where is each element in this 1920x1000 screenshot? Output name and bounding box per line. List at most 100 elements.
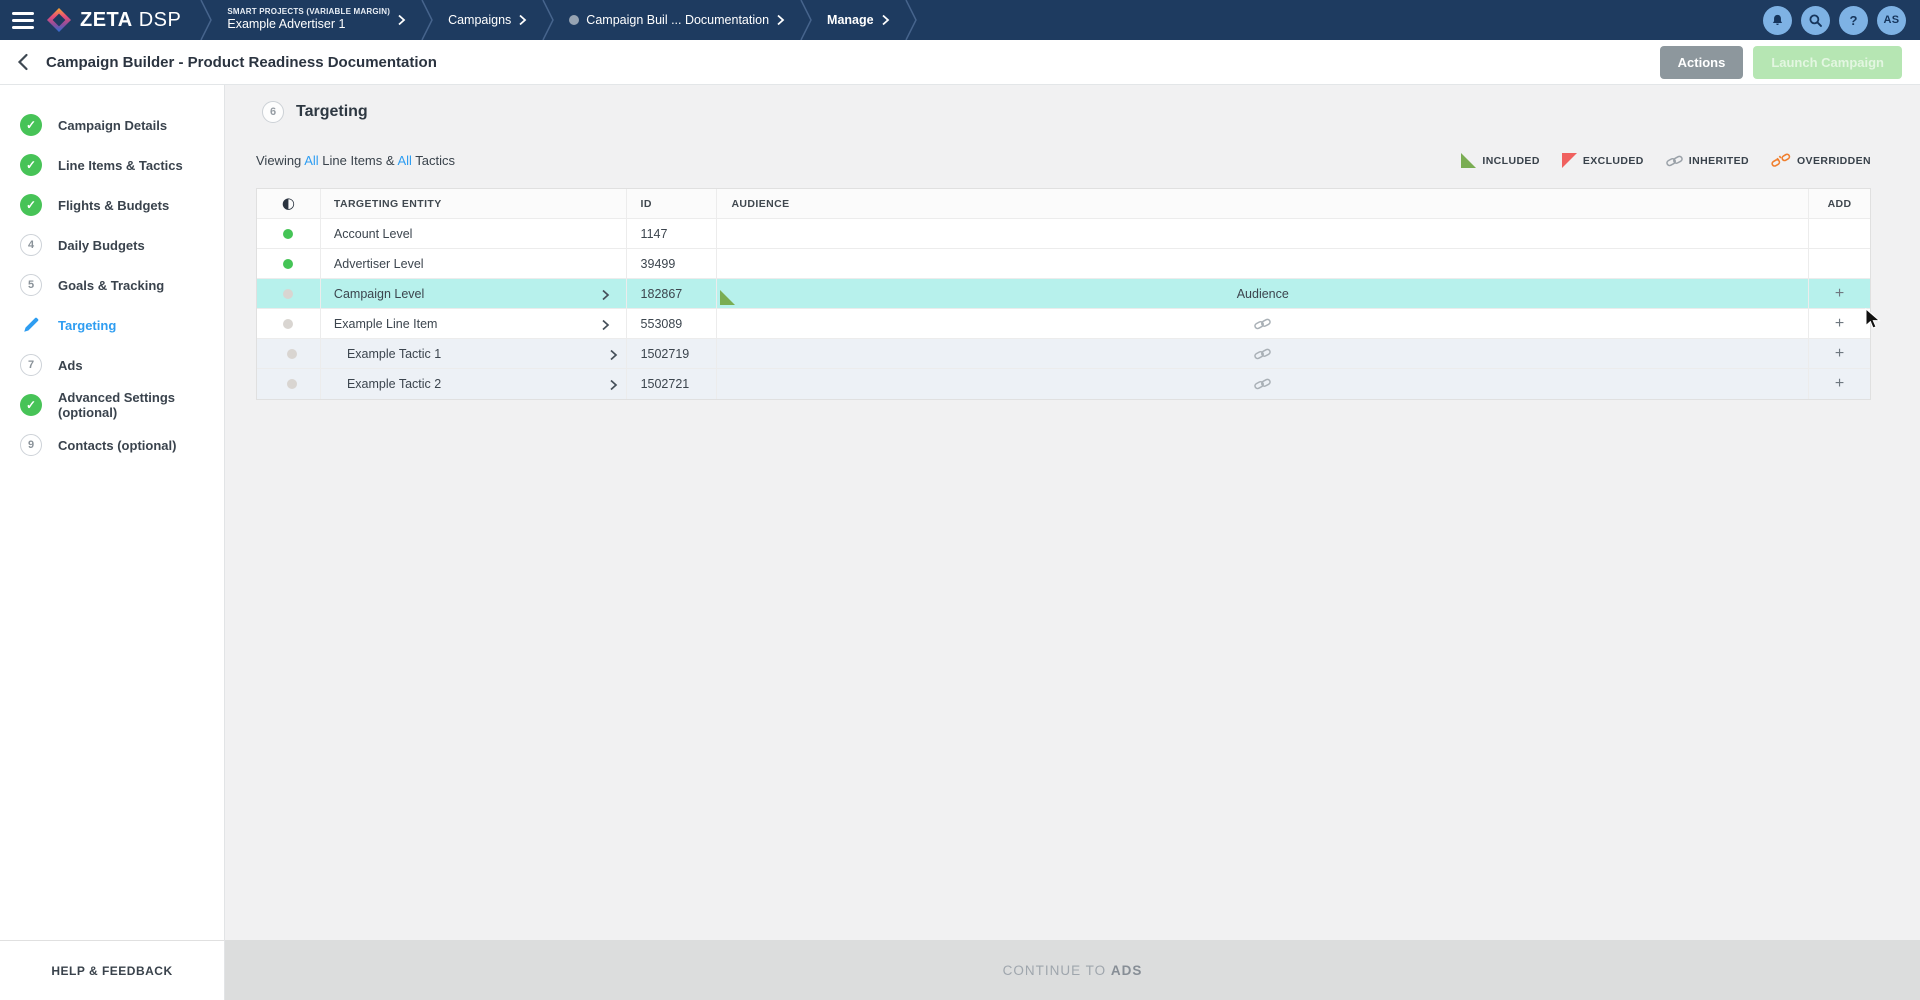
back-button[interactable] xyxy=(0,53,46,71)
viewing-filter-text: Viewing All Line Items & All Tactics xyxy=(256,153,456,168)
check-icon: ✓ xyxy=(20,394,42,416)
legend-excluded: EXCLUDED xyxy=(1561,153,1644,168)
top-navigation-bar: ZETA DSP SMART PROJECTS (VARIABLE MARGIN)… xyxy=(0,0,1920,40)
section-step-number: 6 xyxy=(262,101,284,123)
help-button[interactable]: ? xyxy=(1839,5,1868,35)
add-targeting-button[interactable]: + xyxy=(1834,314,1845,332)
breadcrumb-manage[interactable]: Manage xyxy=(813,13,904,27)
search-icon xyxy=(1809,13,1822,27)
table-row-example-tactic-2[interactable]: Example Tactic 2 1502721 + xyxy=(257,369,1870,399)
audience-targeting-label[interactable]: Audience xyxy=(1236,286,1289,301)
chevron-right-icon xyxy=(398,14,406,26)
campaign-steps-sidebar: ✓ Campaign Details ✓ Line Items & Tactic… xyxy=(0,85,225,940)
legend-included: INCLUDED xyxy=(1461,153,1539,168)
table-header-row: ◐ TARGETING ENTITY ID AUDIENCE ADD xyxy=(257,189,1870,219)
included-triangle-icon xyxy=(1461,153,1477,168)
user-avatar[interactable]: AS xyxy=(1877,5,1906,35)
actions-button[interactable]: Actions xyxy=(1659,45,1744,79)
targeting-legend: INCLUDED EXCLUDED INHERITED xyxy=(1461,153,1871,168)
sidebar-item-daily-budgets[interactable]: 4 Daily Budgets xyxy=(0,225,224,265)
breadcrumb-separator xyxy=(904,0,918,40)
active-status-dot-icon xyxy=(283,228,294,239)
breadcrumb-separator xyxy=(541,0,555,40)
breadcrumb-campaign-builder[interactable]: Campaign Buil ... Documentation xyxy=(555,13,799,27)
breadcrumb-campaigns[interactable]: Campaigns xyxy=(434,13,541,27)
step-number-badge: 5 xyxy=(20,274,42,296)
table-row-advertiser-level[interactable]: Advertiser Level 39499 xyxy=(257,249,1870,279)
sidebar-item-advanced-settings[interactable]: ✓ Advanced Settings (optional) xyxy=(0,385,224,425)
inherited-link-icon xyxy=(1254,378,1272,390)
step-number-badge: 7 xyxy=(20,354,42,376)
check-icon: ✓ xyxy=(20,114,42,136)
targeting-table: ◐ TARGETING ENTITY ID AUDIENCE ADD Accou… xyxy=(256,188,1871,400)
page-title: Campaign Builder - Product Readiness Doc… xyxy=(46,53,437,71)
inactive-status-dot-icon xyxy=(287,379,298,389)
expand-row-chevron-icon[interactable] xyxy=(609,348,618,366)
filter-all-tactics-link[interactable]: All xyxy=(397,153,412,168)
column-header-id: ID xyxy=(640,197,652,210)
breadcrumb-separator xyxy=(799,0,813,40)
zeta-dsp-logo[interactable]: ZETA DSP xyxy=(46,7,181,33)
expand-row-chevron-icon[interactable] xyxy=(609,378,618,396)
add-targeting-button[interactable]: + xyxy=(1834,344,1845,362)
link-icon xyxy=(1666,155,1683,166)
check-icon: ✓ xyxy=(20,194,42,216)
help-feedback-button[interactable]: HELP & FEEDBACK xyxy=(0,940,225,1000)
breadcrumb-advertiser[interactable]: SMART PROJECTS (VARIABLE MARGIN) Example… xyxy=(213,7,420,33)
chevron-right-icon xyxy=(519,14,527,26)
table-row-example-line-item[interactable]: Example Line Item 553089 + xyxy=(257,309,1870,339)
pencil-icon xyxy=(20,314,42,336)
inactive-status-dot-icon xyxy=(283,318,294,329)
excluded-triangle-icon xyxy=(1561,153,1577,168)
legend-inherited: INHERITED xyxy=(1666,154,1749,168)
sidebar-item-goals-tracking[interactable]: 5 Goals & Tracking xyxy=(0,265,224,305)
inherited-link-icon xyxy=(1254,348,1272,359)
launch-campaign-button[interactable]: Launch Campaign xyxy=(1753,45,1902,79)
legend-overridden: OVERRIDDEN xyxy=(1771,153,1871,168)
expand-row-chevron-icon[interactable] xyxy=(601,288,610,306)
sidebar-item-campaign-details[interactable]: ✓ Campaign Details xyxy=(0,105,224,145)
table-row-campaign-level[interactable]: Campaign Level 182867 Audience + xyxy=(257,279,1870,309)
filter-all-line-items-link[interactable]: All xyxy=(304,153,319,168)
expand-row-chevron-icon[interactable] xyxy=(601,318,610,336)
included-triangle-icon xyxy=(720,290,736,305)
contrast-toggle-icon[interactable]: ◐ xyxy=(281,194,295,212)
breadcrumb-advertiser-label: Example Advertiser 1 xyxy=(227,17,346,32)
breadcrumb-separator xyxy=(420,0,434,40)
inactive-status-dot-icon xyxy=(287,348,298,359)
active-status-dot-icon xyxy=(283,258,294,269)
broken-link-icon xyxy=(1771,153,1791,167)
hamburger-menu-icon[interactable] xyxy=(0,11,46,29)
sidebar-item-targeting[interactable]: Targeting xyxy=(0,305,224,345)
sidebar-item-ads[interactable]: 7 Ads xyxy=(0,345,224,385)
search-button[interactable] xyxy=(1801,5,1830,35)
column-header-add: ADD xyxy=(1827,197,1852,210)
table-row-example-tactic-1[interactable]: Example Tactic 1 1502719 + xyxy=(257,339,1870,369)
check-icon: ✓ xyxy=(20,154,42,176)
brand-wordmark: ZETA DSP xyxy=(80,8,182,31)
zeta-diamond-icon xyxy=(46,7,72,33)
chevron-right-icon xyxy=(777,14,785,26)
table-row-account-level[interactable]: Account Level 1147 xyxy=(257,219,1870,249)
breadcrumb-separator xyxy=(199,0,213,40)
question-mark-icon: ? xyxy=(1849,12,1858,28)
inherited-link-icon xyxy=(1254,318,1272,329)
page-header: Campaign Builder - Product Readiness Doc… xyxy=(0,40,1920,85)
notifications-button[interactable] xyxy=(1763,5,1792,35)
inactive-status-dot-icon xyxy=(283,288,294,299)
column-header-targeting-entity: TARGETING ENTITY xyxy=(333,197,442,210)
status-dot-icon xyxy=(569,15,580,25)
continue-to-ads-button[interactable]: CONTINUE TO ADS xyxy=(225,940,1920,1000)
add-targeting-button[interactable]: + xyxy=(1834,284,1845,302)
sidebar-item-contacts[interactable]: 9 Contacts (optional) xyxy=(0,425,224,465)
step-number-badge: 4 xyxy=(20,234,42,256)
chevron-right-icon xyxy=(881,14,889,26)
add-targeting-button[interactable]: + xyxy=(1834,375,1845,392)
targeting-panel: 6 Targeting Viewing All Line Items & All… xyxy=(225,85,1920,940)
sidebar-item-line-items-tactics[interactable]: ✓ Line Items & Tactics xyxy=(0,145,224,185)
breadcrumb-project-label: SMART PROJECTS (VARIABLE MARGIN) xyxy=(227,7,391,17)
chevron-left-icon xyxy=(17,53,28,71)
sidebar-item-flights-budgets[interactable]: ✓ Flights & Budgets xyxy=(0,185,224,225)
bell-icon xyxy=(1772,14,1783,25)
column-header-audience: AUDIENCE xyxy=(731,197,790,210)
